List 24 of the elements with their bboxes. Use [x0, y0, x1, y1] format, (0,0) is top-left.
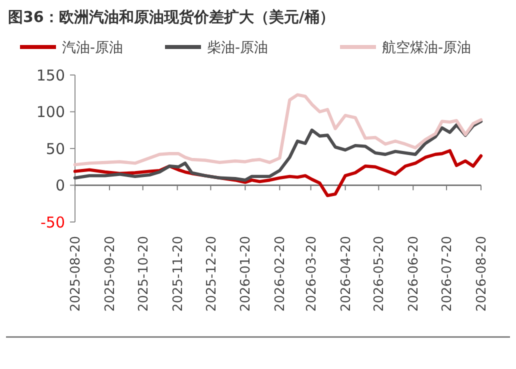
x-tick-label: 2026-01-20	[238, 236, 254, 312]
x-tick-label: 2025-08-20	[68, 236, 84, 312]
legend-label: 柴油-原油	[207, 40, 268, 56]
x-tick-label: 2026-02-20	[273, 236, 288, 312]
y-tick-label: 0	[55, 176, 65, 194]
x-tick-label: 2026-04-20	[338, 236, 354, 312]
x-tick-label: 2026-06-20	[406, 236, 422, 312]
y-tick-label: -50	[40, 213, 65, 232]
chart-title: 图36：欧洲汽油和原油现货价差扩大（美元/桶）	[8, 8, 334, 26]
x-tick-label: 2025-11-20	[170, 236, 186, 312]
x-tick-label: 2026-03-20	[304, 236, 320, 312]
x-tick-label: 2025-12-20	[204, 236, 220, 312]
x-tick-label: 2026-07-20	[440, 236, 456, 312]
legend-label: 航空煤油-原油	[382, 40, 472, 56]
line-series	[73, 120, 483, 182]
line-series	[73, 93, 483, 166]
x-tick-label: 2025-10-20	[136, 236, 152, 312]
x-tick-label: 2025-09-20	[103, 236, 118, 312]
y-tick-label: 50	[46, 140, 65, 158]
x-tick-label: 2026-05-20	[372, 236, 388, 312]
y-tick-label: 150	[36, 66, 65, 84]
legend-label: 汽油-原油	[62, 40, 124, 56]
y-tick-label: 100	[36, 103, 65, 121]
x-tick-label: 2026-08-20	[474, 236, 490, 312]
